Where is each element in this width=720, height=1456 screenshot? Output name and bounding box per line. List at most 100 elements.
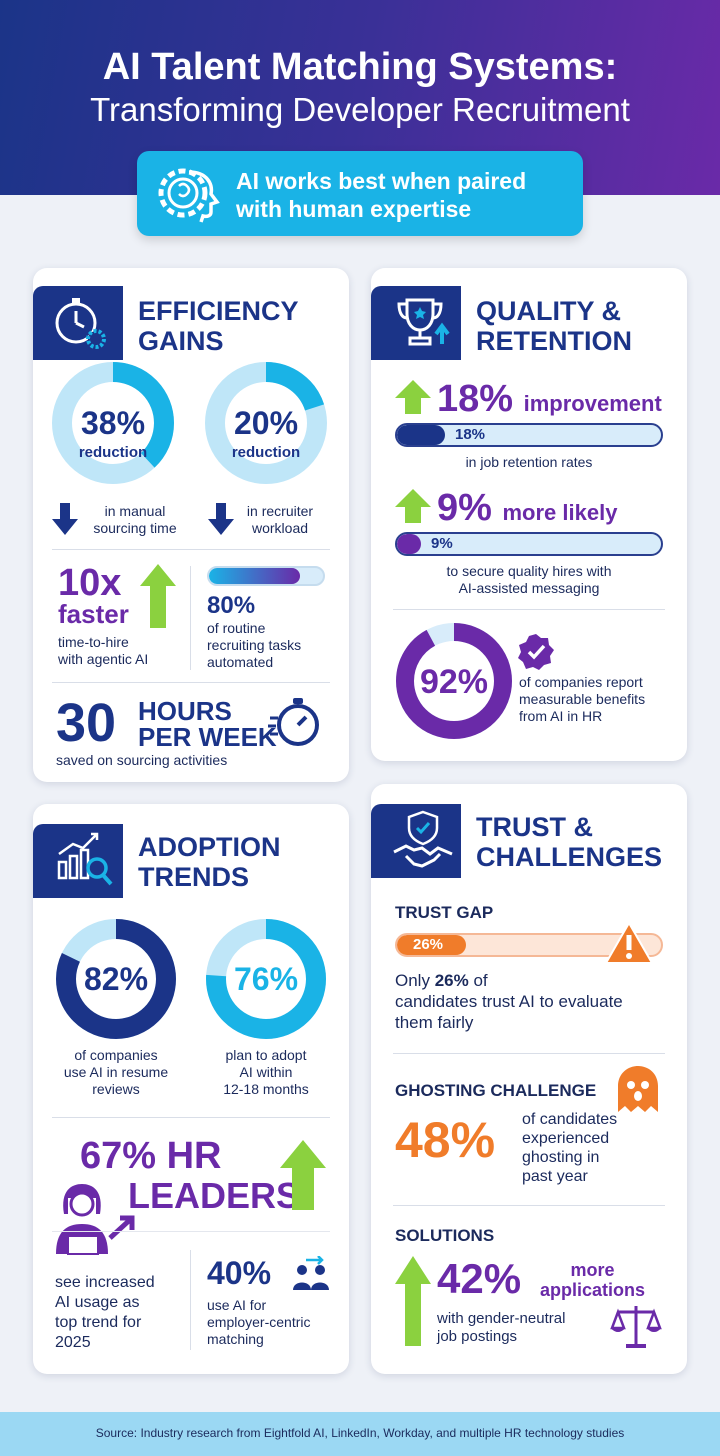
resume-review-donut — [56, 919, 176, 1039]
arrow-up-icon — [140, 564, 176, 628]
resume-review-ring — [56, 919, 176, 1039]
quality-hires-stat: 9% more likely — [437, 488, 617, 533]
stopwatch-gear-icon — [55, 298, 106, 349]
manual-sourcing-caption-1: in manual — [104, 503, 166, 519]
benefits-donut — [396, 623, 512, 739]
adoption-title-line-2: TRENDS — [138, 862, 250, 892]
adoption-title-line-1: ADOPTION — [138, 832, 281, 862]
benefits-caption-2: measurable benefits — [519, 691, 646, 707]
manual-sourcing-value: 38% — [80, 405, 146, 441]
trust-gap-bar-label: 26% — [413, 936, 444, 953]
trophy-icon — [397, 298, 450, 346]
divider — [190, 1250, 191, 1350]
page-subtitle: Transforming Developer Recruitment — [90, 91, 630, 128]
automated-caption-3: automated — [207, 654, 274, 670]
solutions-word-1: more — [570, 1260, 615, 1280]
automated-caption: of routine recruiting tasks automated — [207, 620, 301, 671]
trust-gap-text-2: candidates trust AI to evaluate — [395, 992, 623, 1011]
brain-gear-icon — [158, 168, 220, 223]
quality-hires-progress-track — [395, 532, 663, 556]
retention-word: improvement — [523, 391, 662, 416]
divider — [52, 1231, 330, 1232]
recruiter-workload-ring — [205, 362, 327, 484]
trust-gap-text-3: them fairly — [395, 1013, 474, 1032]
trust-gap-heading: TRUST GAP — [395, 903, 494, 922]
divider — [393, 609, 665, 610]
trust-title: TRUST & CHALLENGES — [476, 812, 662, 872]
manual-sourcing-ring — [52, 362, 174, 484]
trust-gap-text-post: of — [468, 971, 488, 990]
source-text: Source: Industry research from Eightfold… — [95, 1426, 625, 1440]
automated-caption-2: recruiting tasks — [207, 637, 302, 653]
faster-caption-1: time-to-hire — [58, 634, 129, 650]
solutions-caption: with gender-neutral job postings — [437, 1310, 565, 1346]
recruiter-workload-caption: in recruiter workload — [230, 503, 330, 537]
quality-title-line-2: RETENTION — [476, 326, 633, 356]
plan-adopt-ring — [206, 919, 326, 1039]
balance-scale-icon — [610, 1306, 662, 1348]
arrow-up-icon — [395, 1256, 431, 1346]
quality-hires-value: 9% — [437, 487, 492, 529]
faster-caption: time-to-hire with agentic AI — [58, 634, 148, 668]
retention-caption: in job retention rates — [465, 454, 593, 470]
plan-adopt-value: 76% — [233, 961, 299, 997]
resume-review-caption-3: reviews — [92, 1081, 140, 1097]
divider — [52, 549, 330, 550]
hours-unit: HOURS PER WEEK — [138, 698, 277, 750]
footer — [0, 1412, 720, 1456]
hr-leaders-caption: see increased AI usage as top trend for 202… — [55, 1273, 155, 1353]
faster-caption-2: with agentic AI — [58, 651, 149, 667]
verified-badge-icon — [518, 634, 554, 670]
divider — [52, 682, 330, 683]
hr-leaders-caption-4: 2025 — [55, 1334, 91, 1351]
solutions-word-2: applications — [540, 1280, 646, 1300]
efficiency-title-line-1: EFFICIENCY — [138, 296, 299, 326]
ghosting-caption-1: of candidates — [522, 1111, 618, 1128]
trust-gap-text-pre: Only — [395, 971, 435, 990]
arrow-up-icon — [395, 380, 431, 414]
plan-adopt-caption-1: plan to adopt — [225, 1047, 307, 1063]
divider — [393, 1205, 665, 1206]
ghosting-heading: GHOSTING CHALLENGE — [395, 1081, 597, 1100]
chart-magnifier-icon — [57, 832, 113, 886]
stopwatch-icon — [268, 698, 319, 746]
recruiter-workload-unit: reduction — [231, 444, 301, 461]
solutions-value: 42% — [437, 1255, 522, 1302]
quality-hires-bar-label: 9% — [431, 535, 453, 552]
efficiency-title-line-2: GAINS — [138, 326, 224, 356]
hr-leaders-caption-1: see increased — [55, 1274, 155, 1291]
automated-caption-1: of routine — [207, 620, 266, 636]
hr-leaders-line-1: 67% HR — [80, 1135, 222, 1177]
plan-adopt-caption-3: 12-18 months — [223, 1081, 309, 1097]
benefits-ring — [396, 623, 512, 739]
ghosting-caption-3: ghosting in — [522, 1149, 600, 1166]
hours-unit-line-2: PER WEEK — [138, 722, 277, 752]
banner-line-2: with human expertise — [236, 196, 472, 222]
employer-matching-caption-2: employer-centric — [207, 1314, 311, 1330]
divider — [190, 566, 191, 670]
quality-hires-caption-2: AI-assisted messaging — [458, 580, 600, 596]
manual-sourcing-caption: in manual sourcing time — [80, 503, 190, 537]
ghosting-caption-2: experienced — [522, 1130, 610, 1147]
employer-matching-caption-1: use AI for — [207, 1297, 267, 1313]
recruiter-workload-caption-1: in recruiter — [246, 503, 314, 519]
divider — [52, 1117, 330, 1118]
retention-value: 18% — [437, 378, 514, 420]
manual-sourcing-donut — [52, 362, 174, 484]
hr-leaders-caption-2: AI usage as — [55, 1294, 140, 1311]
benefits-caption: of companies report measurable benefits fr… — [519, 674, 645, 725]
people-match-icon — [293, 1256, 329, 1290]
hr-leaders-line-2: LEADERS — [128, 1175, 301, 1216]
benefits-caption-3: from AI in HR — [519, 708, 603, 724]
benefits-caption-1: of companies report — [519, 674, 643, 690]
solutions-caption-1: with gender-neutral — [437, 1310, 566, 1327]
shield-handshake-icon — [393, 810, 453, 868]
warning-icon — [604, 921, 654, 964]
resume-review-caption: of companies use AI in resume reviews — [45, 1047, 187, 1098]
banner-text: AI works best when paired with human expe… — [236, 167, 526, 223]
divider — [393, 1053, 665, 1054]
trust-gap-progress-fill — [397, 935, 466, 955]
recruiter-workload-caption-2: workload — [251, 520, 309, 536]
retention-stat: 18% improvement — [437, 379, 662, 424]
employer-matching-value: 40% — [207, 1255, 272, 1291]
